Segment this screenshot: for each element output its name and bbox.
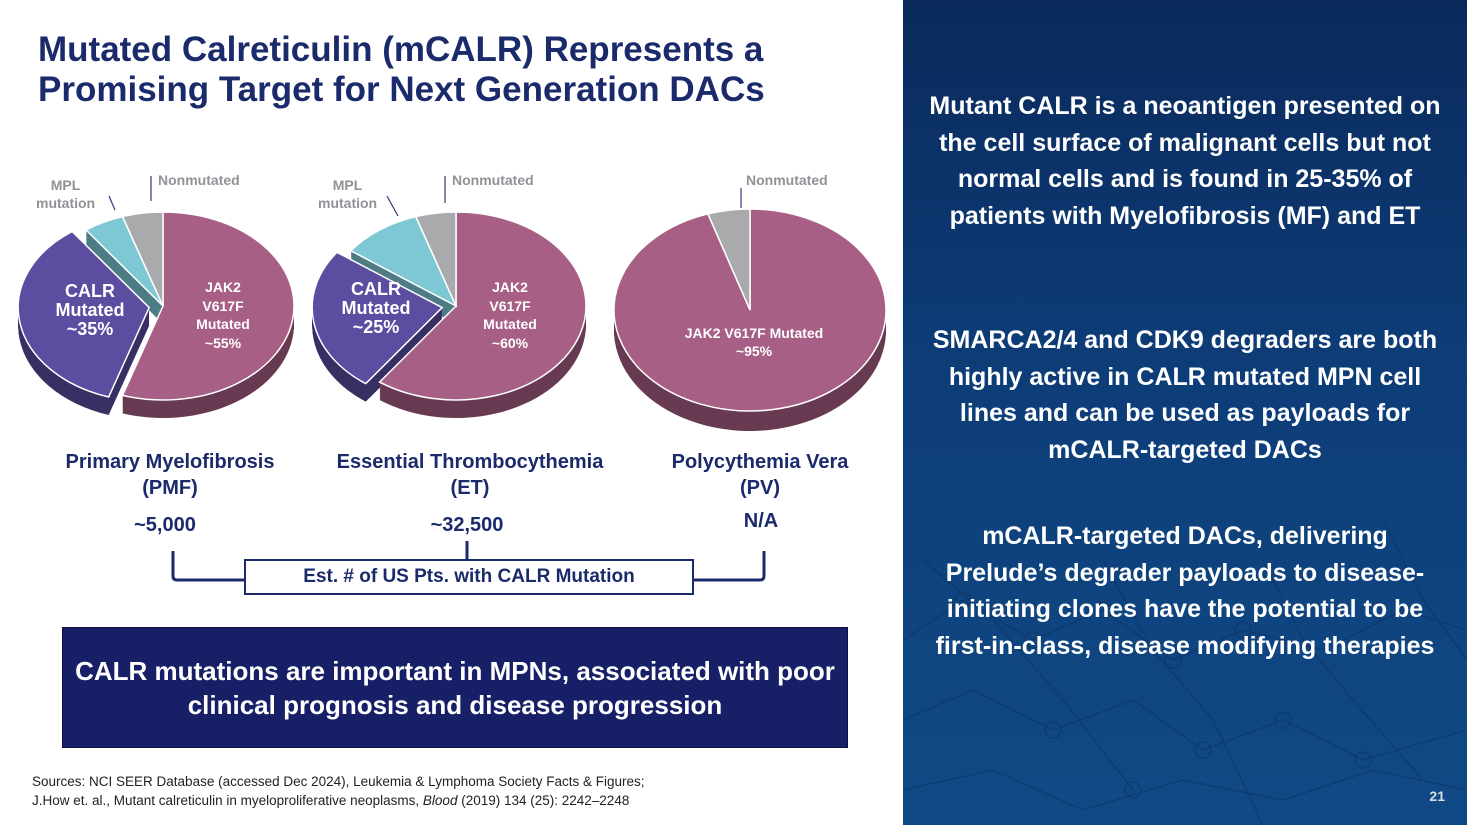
label-line: JAK2	[492, 279, 528, 295]
pie-slice-jak2-v617f-mutated	[378, 211, 587, 401]
pmf-calr-label: CALR Mutated ~35%	[40, 282, 140, 339]
panel-point-1: Mutant CALR is a neoantigen presented on…	[929, 92, 1441, 230]
et-nonmutated-label: Nonmutated	[452, 172, 534, 188]
label-line: ~25%	[352, 317, 400, 337]
et-count: ~32,500	[430, 514, 504, 536]
pie-slice-nonmutated	[121, 211, 164, 307]
sources: Sources: NCI SEER Database (accessed Dec…	[32, 772, 645, 810]
leader-line	[108, 195, 116, 211]
pv-count: N/A	[743, 510, 779, 532]
page-title: Mutated Calreticulin (mCALR) Represents …	[38, 30, 765, 109]
pie-slice-mpl-mutation	[349, 215, 458, 308]
label-line: V617F	[202, 297, 244, 314]
label-line: V617F	[489, 297, 531, 314]
pie-slice-nonmutated	[414, 211, 457, 307]
callout-box: CALR mutations are important in MPNs, as…	[62, 627, 848, 748]
et-jak2-label: JAK2 V617F Mutated ~60%	[470, 278, 550, 352]
label-line: CALR	[351, 279, 401, 299]
disease-name: Essential Thrombocythemia	[336, 451, 604, 473]
page-number: 21	[1429, 788, 1445, 804]
disease-abbr: (PMF)	[142, 477, 198, 499]
disease-pv: Polycythemia Vera (PV)	[650, 449, 870, 501]
pie-slice-nonmutated	[706, 208, 751, 311]
network-background	[903, 519, 1467, 825]
journal-name: Blood	[422, 793, 458, 808]
disease-abbr: (ET)	[450, 477, 490, 499]
pv-jak2-label: JAK2 V617F Mutated ~95%	[664, 324, 844, 360]
et-calr-label: CALR Mutated ~25%	[326, 280, 426, 337]
label-line: CALR	[65, 281, 115, 301]
label-line: Mutated	[55, 300, 125, 320]
label-line: Mutated	[196, 316, 250, 332]
label-line: ~95%	[735, 343, 773, 359]
pmf-mpl-label: MPL mutation	[36, 176, 95, 212]
disease-et: Essential Thrombocythemia (ET)	[310, 449, 630, 501]
label-line: MPL	[50, 177, 81, 193]
label-line: mutation	[318, 195, 378, 211]
label-line: MPL	[332, 177, 363, 193]
label-line: JAK2	[205, 279, 241, 295]
pv-nonmutated-label: Nonmutated	[746, 172, 828, 188]
disease-abbr: (PV)	[740, 477, 780, 499]
disease-name: Polycythemia Vera	[671, 451, 849, 473]
disease-name: Primary Myelofibrosis	[65, 451, 275, 473]
leader-line	[386, 195, 399, 217]
pie-2	[613, 208, 887, 432]
citation-text: (2019) 134 (25): 2242–2248	[457, 793, 630, 808]
label-line: ~35%	[66, 319, 114, 339]
bracket	[171, 541, 766, 582]
pmf-jak2-label: JAK2 V617F Mutated ~55%	[183, 278, 263, 352]
pie-1	[311, 211, 587, 418]
et-mpl-label: MPL mutation	[318, 176, 377, 212]
pie-slice-calr-mutated	[311, 251, 444, 385]
pie-slice-jak2-v617f-mutated	[121, 211, 295, 401]
pie-0	[17, 211, 295, 419]
pie-charts	[17, 176, 887, 432]
label-line: ~60%	[491, 334, 529, 351]
panel-point-3: mCALR-targeted DACs, delivering Prelude’…	[935, 522, 1435, 660]
pmf-count: ~5,000	[134, 514, 196, 536]
panel-point-2: SMARCA2/4 and CDK9 degraders are both hi…	[932, 326, 1438, 464]
citation-text: J.How et. al., Mutant calreticulin in my…	[32, 793, 423, 808]
est-patients-label: Est. # of US Pts. with CALR Mutation	[244, 559, 694, 595]
label-line: Mutated	[341, 298, 411, 318]
right-panel: Mutant CALR is a neoantigen presented on…	[903, 0, 1467, 825]
label-line: mutation	[36, 195, 96, 211]
pie-slice-calr-mutated	[17, 230, 151, 398]
sources-line: J.How et. al., Mutant calreticulin in my…	[32, 791, 645, 810]
sources-line: Sources: NCI SEER Database (accessed Dec…	[32, 774, 645, 789]
label-line: Mutated	[483, 316, 537, 332]
pmf-nonmutated-label: Nonmutated	[158, 172, 240, 188]
label-line: JAK2 V617F Mutated	[684, 325, 824, 341]
disease-pmf: Primary Myelofibrosis (PMF)	[40, 449, 300, 501]
label-line: ~55%	[204, 334, 242, 351]
